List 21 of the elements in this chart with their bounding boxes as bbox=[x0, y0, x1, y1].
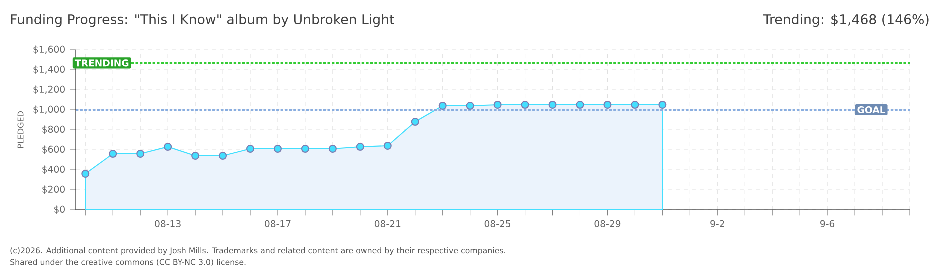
ref-line-label: TRENDING bbox=[74, 60, 129, 67]
chart-title: Funding Progress: "This I Know" album by Unbroken Light bbox=[11, 14, 394, 28]
y-tick-label: $400 bbox=[42, 166, 65, 174]
y-tick-label: $1,200 bbox=[34, 86, 65, 94]
x-tick-label: 9-2 bbox=[710, 220, 724, 228]
ref-line-label: GOAL bbox=[858, 106, 886, 114]
y-tick-label: $200 bbox=[42, 186, 65, 194]
y-tick-label: $800 bbox=[42, 126, 65, 134]
x-tick-label: 08-29 bbox=[594, 220, 621, 228]
y-tick-label: $600 bbox=[42, 146, 65, 154]
x-tick-label: 9-6 bbox=[820, 220, 835, 228]
y-tick-label: $0 bbox=[54, 206, 65, 214]
y-tick-label: $1,000 bbox=[34, 106, 65, 114]
y-axis-title: PLEDGED bbox=[18, 112, 24, 148]
x-tick-label: 08-25 bbox=[484, 220, 511, 228]
y-tick-label: $1,400 bbox=[34, 66, 65, 74]
y-tick-label: $1,600 bbox=[34, 46, 65, 54]
x-tick-label: 08-21 bbox=[374, 220, 401, 228]
x-tick-label: 08-17 bbox=[265, 220, 291, 228]
x-tick-label: 08-13 bbox=[155, 220, 181, 228]
chart-subtitle: Trending: $1,468 (146%) bbox=[763, 14, 929, 28]
